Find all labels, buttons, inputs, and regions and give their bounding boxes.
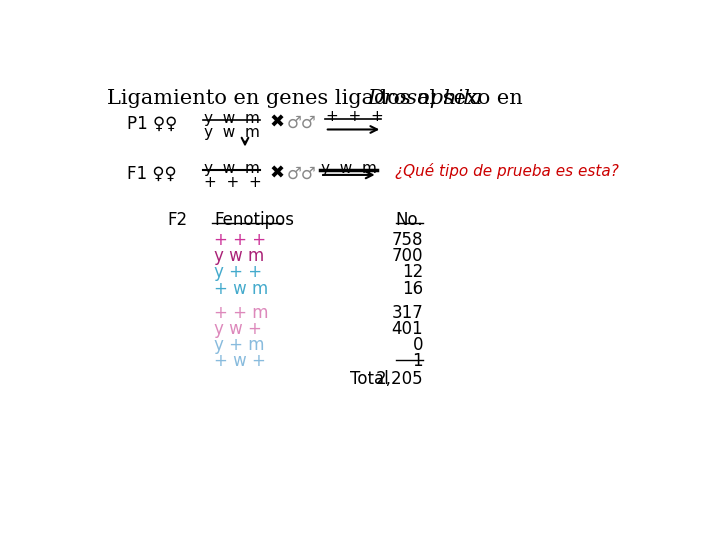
Text: y + +: y + + — [214, 264, 262, 281]
Text: y  w  m: y w m — [204, 161, 260, 176]
Text: 2,205: 2,205 — [376, 370, 423, 388]
Text: ✖: ✖ — [270, 113, 285, 131]
Text: +  +  +: + + + — [204, 175, 261, 190]
Text: F1 ♀♀: F1 ♀♀ — [127, 165, 177, 183]
Text: 700: 700 — [392, 247, 423, 265]
Text: + w +: + w + — [214, 352, 266, 370]
Text: 401: 401 — [392, 320, 423, 338]
Text: y  w  m: y w m — [321, 161, 377, 176]
Text: 758: 758 — [392, 231, 423, 249]
Text: y w +: y w + — [214, 320, 262, 338]
Text: y  w  m: y w m — [204, 125, 260, 140]
Text: Fenotipos: Fenotipos — [214, 211, 294, 229]
Text: 12: 12 — [402, 264, 423, 281]
Text: + w m: + w m — [214, 280, 269, 298]
Text: 0: 0 — [413, 336, 423, 354]
Text: P1 ♀♀: P1 ♀♀ — [127, 115, 177, 133]
Text: Total: Total — [350, 370, 388, 388]
Text: 16: 16 — [402, 280, 423, 298]
Text: F2: F2 — [168, 211, 188, 229]
Text: 1: 1 — [413, 352, 423, 370]
Text: +  +  +: + + + — [325, 109, 383, 124]
Text: ¿Qué tipo de prueba es esta?: ¿Qué tipo de prueba es esta? — [395, 164, 618, 179]
Text: 317: 317 — [392, 303, 423, 321]
Text: + + m: + + m — [214, 303, 269, 321]
Text: ♂♂: ♂♂ — [287, 165, 317, 183]
Text: + + +: + + + — [214, 231, 266, 249]
Text: y w m: y w m — [214, 247, 264, 265]
Text: Ligamiento en genes ligados al sexo en: Ligamiento en genes ligados al sexo en — [107, 90, 529, 109]
Text: No.: No. — [395, 211, 423, 229]
Text: ♂♂: ♂♂ — [287, 113, 317, 131]
Text: Drosophila: Drosophila — [367, 90, 483, 109]
Text: y + m: y + m — [214, 336, 264, 354]
Text: ✖: ✖ — [270, 165, 285, 183]
Text: y  w  m: y w m — [204, 111, 260, 126]
